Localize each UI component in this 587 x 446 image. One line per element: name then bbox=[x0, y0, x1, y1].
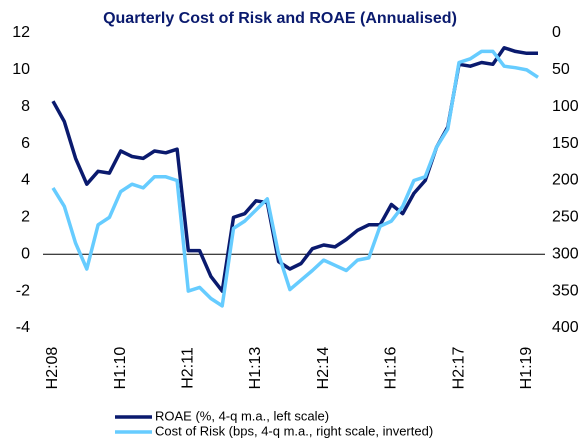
x-tick-label: H1:10 bbox=[112, 347, 129, 390]
y-tick-label: 4 bbox=[21, 172, 30, 189]
y-tick-label: 8 bbox=[21, 98, 30, 115]
x-tick-label: H2:14 bbox=[315, 347, 332, 390]
y2-tick-label: 150 bbox=[552, 135, 579, 152]
y-tick-label: -4 bbox=[16, 319, 30, 336]
y-tick-label: 2 bbox=[21, 209, 30, 226]
y2-tick-label: 350 bbox=[552, 282, 579, 299]
y2-tick-label: 200 bbox=[552, 172, 579, 189]
x-tick-label: H2:17 bbox=[450, 347, 467, 390]
y2-tick-label: 50 bbox=[552, 61, 570, 78]
series-line bbox=[51, 49, 539, 308]
y-tick-label: 0 bbox=[21, 245, 30, 262]
y-tick-label: 6 bbox=[21, 135, 30, 152]
legend-label: ROAE (%, 4-q m.a., left scale) bbox=[155, 408, 329, 423]
y2-tick-label: 400 bbox=[552, 319, 579, 336]
x-tick-label: H1:13 bbox=[247, 347, 264, 390]
legend-label: Cost of Risk (bps, 4-q m.a., right scale… bbox=[155, 423, 433, 438]
y2-tick-label: 300 bbox=[552, 245, 579, 262]
x-tick-label: H1:19 bbox=[518, 347, 535, 390]
x-tick-label: H1:16 bbox=[383, 347, 400, 390]
chart-title: Quarterly Cost of Risk and ROAE (Annuali… bbox=[103, 10, 457, 27]
y2-tick-label: 100 bbox=[552, 98, 579, 115]
x-tick-label: H2:11 bbox=[180, 347, 197, 389]
x-tick-label: H2:08 bbox=[44, 347, 61, 390]
y2-tick-label: 0 bbox=[552, 24, 561, 41]
y-tick-label: 10 bbox=[12, 61, 30, 78]
y-tick-label: -2 bbox=[16, 282, 30, 299]
y2-tick-label: 250 bbox=[552, 209, 579, 226]
y-tick-label: 12 bbox=[12, 24, 30, 41]
